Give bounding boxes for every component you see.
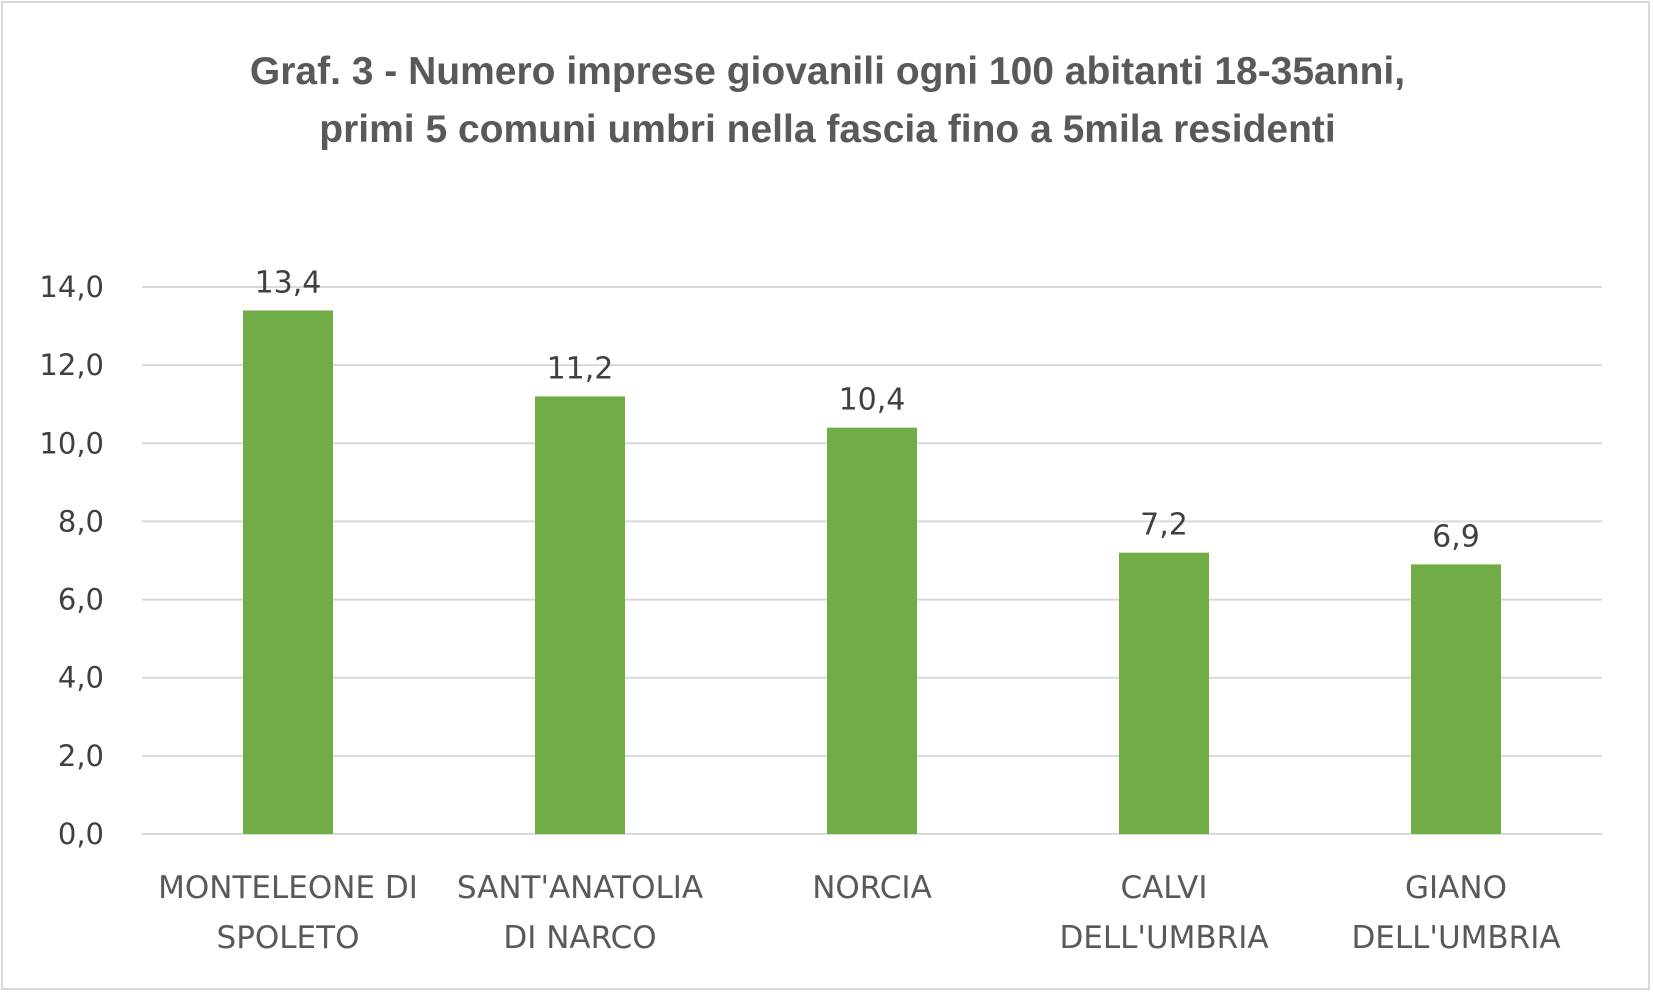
bar-2 — [827, 427, 917, 834]
chart-title-line-2: primi 5 comuni umbri nella fascia fino a… — [319, 108, 1336, 151]
data-label-0: 13,4 — [255, 265, 322, 300]
chart-title: Graf. 3 - Numero imprese giovanili ogni … — [3, 43, 1652, 159]
data-label-2: 10,4 — [839, 383, 906, 418]
y-tick-label-0: 0,0 — [58, 817, 104, 851]
y-tick-label-7: 14,0 — [39, 270, 104, 304]
category-label-1: SANT'ANATOLIA DI NARCO — [457, 870, 703, 956]
chart-title-line-1: Graf. 3 - Numero imprese giovanili ogni … — [249, 50, 1406, 93]
category-label-4-line-0: GIANO — [1405, 870, 1507, 906]
category-label-3-line-1: DELL'UMBRIA — [1059, 920, 1268, 956]
y-tick-label-4: 8,0 — [58, 504, 104, 538]
category-label-0-line-1: SPOLETO — [217, 920, 360, 956]
category-label-2-line-0: NORCIA — [812, 870, 932, 906]
category-label-2: NORCIA — [812, 870, 932, 906]
bar-1 — [535, 396, 625, 834]
data-label-1: 11,2 — [547, 351, 614, 386]
x-axis: MONTELEONE DI SPOLETO SANT'ANATOLIA DI NARC… — [158, 870, 1560, 956]
y-axis: 0,0 2,0 4,0 6,0 8,0 10,0 12,0 14,0 — [39, 270, 104, 851]
category-label-4: GIANO DELL'UMBRIA — [1351, 870, 1560, 956]
bars — [243, 310, 1501, 834]
bar-3 — [1119, 552, 1209, 834]
category-label-3-line-0: CALVI — [1120, 870, 1207, 906]
data-labels: 13,4 11,2 10,4 7,2 6,9 — [255, 265, 1480, 554]
category-label-1-line-0: SANT'ANATOLIA — [457, 870, 703, 906]
data-label-4: 6,9 — [1432, 519, 1480, 554]
category-label-3: CALVI DELL'UMBRIA — [1059, 870, 1268, 956]
data-label-3: 7,2 — [1140, 508, 1188, 543]
y-tick-label-3: 6,0 — [58, 583, 104, 617]
category-label-0: MONTELEONE DI SPOLETO — [158, 870, 418, 956]
category-label-1-line-1: DI NARCO — [503, 920, 656, 956]
category-label-4-line-1: DELL'UMBRIA — [1351, 920, 1560, 956]
y-tick-label-1: 2,0 — [58, 739, 104, 773]
y-tick-label-5: 10,0 — [39, 426, 104, 460]
bar-4 — [1411, 564, 1501, 834]
bar-0 — [243, 310, 333, 834]
category-label-0-line-0: MONTELEONE DI — [158, 870, 418, 906]
y-tick-label-2: 4,0 — [58, 661, 104, 695]
y-tick-label-6: 12,0 — [39, 348, 104, 382]
